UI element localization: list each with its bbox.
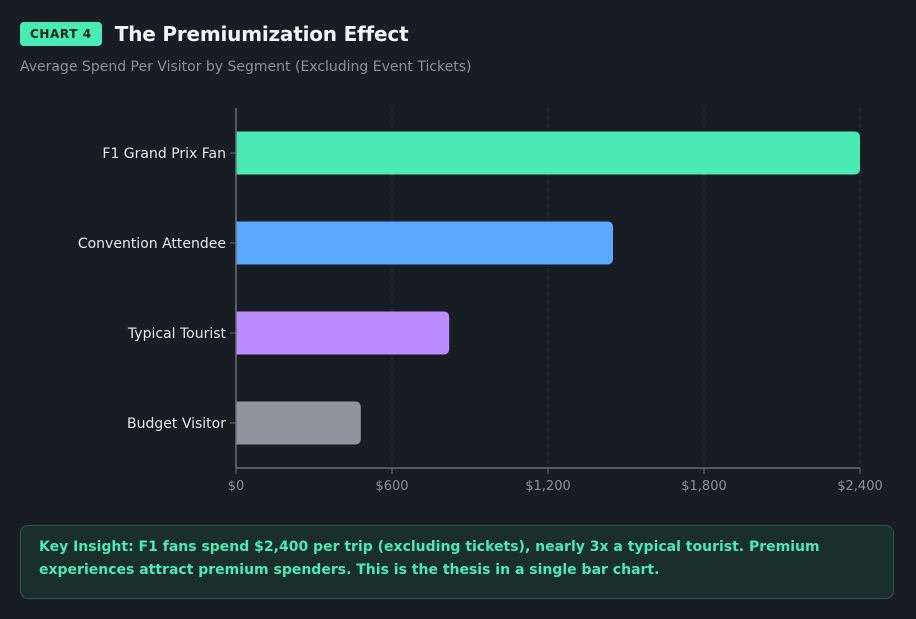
y-tick-label: F1 Grand Prix Fan	[102, 146, 226, 162]
bar-chart: F1 Grand Prix Fan Convention Attendee Typi…	[78, 108, 883, 494]
chart-number-badge: CHART 4	[20, 22, 102, 46]
x-tick-label: $0	[228, 479, 245, 494]
key-insight-callout: Key Insight: F1 fans spend $2,400 per tr…	[20, 525, 894, 599]
y-tick-label: Budget Visitor	[127, 416, 226, 432]
bar	[236, 131, 860, 175]
x-tick-label: $2,400	[837, 479, 883, 494]
chart-title: The Premiumization Effect	[114, 22, 409, 46]
y-tick-label: Convention Attendee	[78, 236, 226, 252]
bar	[236, 311, 450, 355]
chart-subtitle: Average Spend Per Visitor by Segment (Ex…	[20, 59, 472, 75]
key-insight-text: Key Insight: F1 fans spend $2,400 per tr…	[39, 539, 820, 578]
x-tick-label: $600	[375, 479, 408, 494]
y-tick-label: Typical Tourist	[127, 326, 227, 342]
chart-header: CHART 4 The Premiumization Effect	[20, 22, 409, 46]
bar	[236, 401, 361, 445]
x-tick-label: $1,200	[525, 479, 571, 494]
bar	[236, 221, 613, 265]
x-tick-label: $1,800	[681, 479, 727, 494]
